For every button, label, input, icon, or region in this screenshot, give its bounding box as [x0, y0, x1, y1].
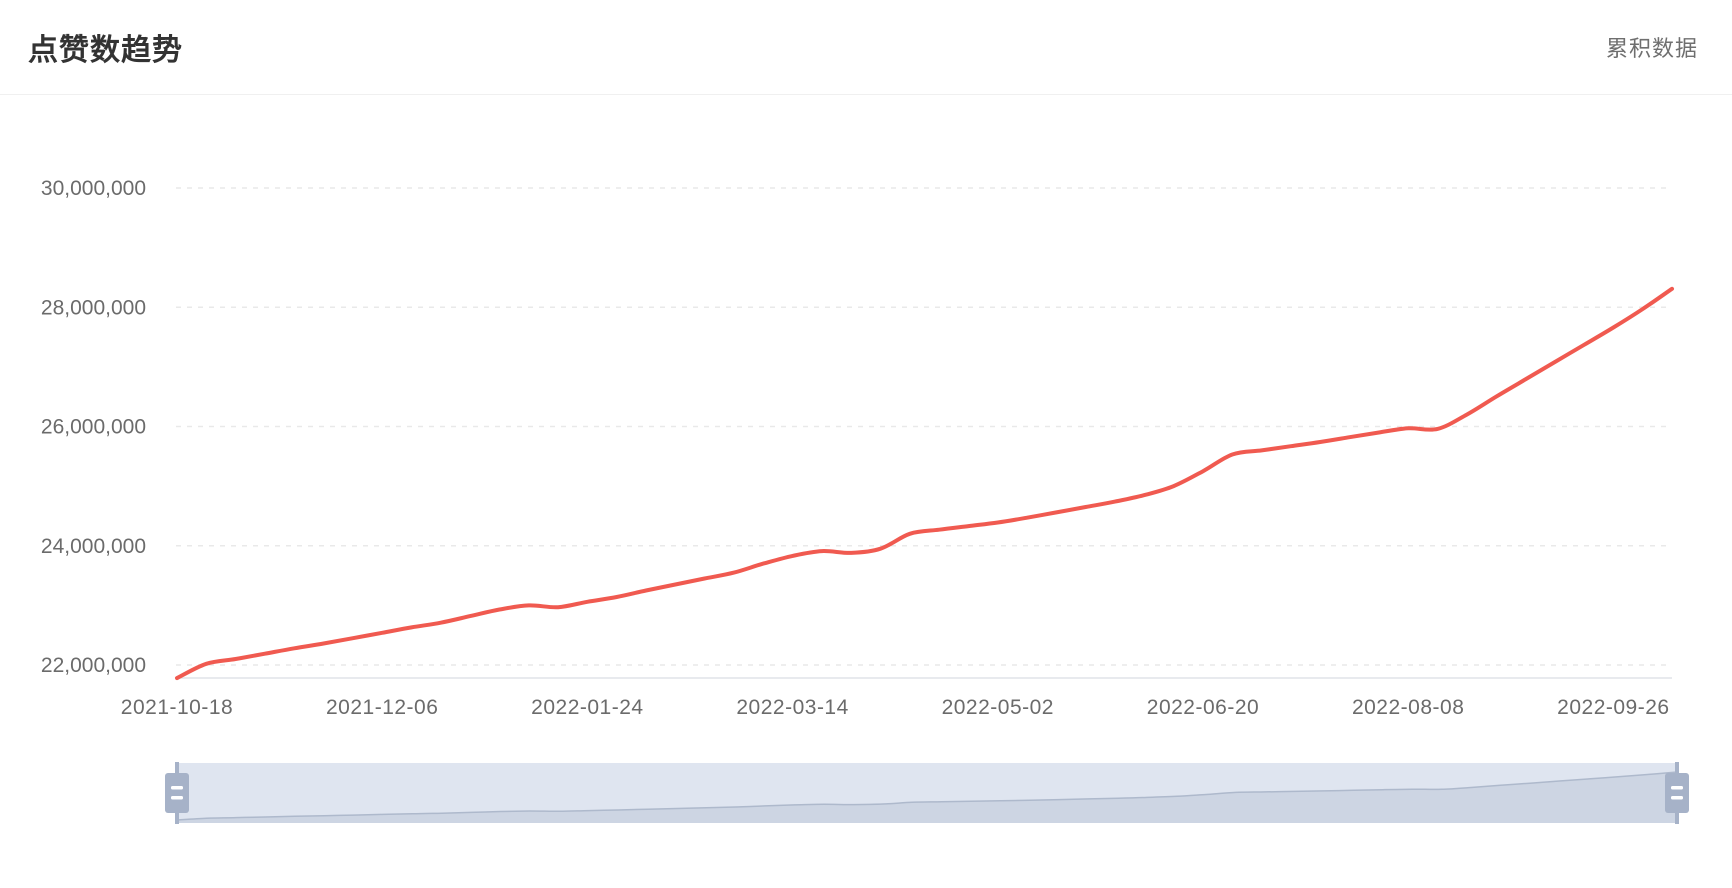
y-axis-tick-label: 24,000,000 [41, 535, 146, 558]
series-line-cumulative-likes [175, 286, 1674, 681]
y-axis-tick-label: 22,000,000 [41, 654, 146, 677]
x-axis-tick-label: 2022-06-20 [1147, 696, 1259, 719]
y-axis-tick-label: 28,000,000 [41, 296, 146, 319]
x-axis-tick-label: 2022-08-08 [1352, 696, 1464, 719]
y-axis-tick-label: 30,000,000 [41, 177, 146, 200]
x-axis-tick-label: 2022-09-26 [1557, 696, 1669, 719]
datazoom-handle-left-grip-slot [171, 796, 183, 800]
page-title: 点赞数趋势 [28, 34, 183, 67]
datazoom-handle-right-grip-slot [1671, 796, 1683, 800]
datazoom-handle-left-grip-slot [171, 786, 183, 790]
datazoom-data-shadow [177, 772, 1677, 823]
x-axis-tick-label: 2021-10-18 [121, 696, 233, 719]
chart-header: 点赞数趋势 累积数据 [0, 0, 1732, 95]
x-axis-tick-label: 2021-12-06 [326, 696, 438, 719]
y-axis-tick-label: 26,000,000 [41, 416, 146, 439]
legend-cumulative-label: 累积数据 [1605, 36, 1698, 61]
x-axis-tick-label: 2022-03-14 [736, 696, 848, 719]
datazoom-handle-right-grip[interactable] [1665, 773, 1689, 813]
x-axis-tick-label: 2022-05-02 [942, 696, 1054, 719]
datazoom-handle-right-grip-slot [1671, 786, 1683, 790]
datazoom-handle-left-grip[interactable] [165, 773, 189, 813]
datazoom-shadow-line [176, 771, 1678, 821]
x-axis-tick-label: 2022-01-24 [531, 696, 643, 719]
